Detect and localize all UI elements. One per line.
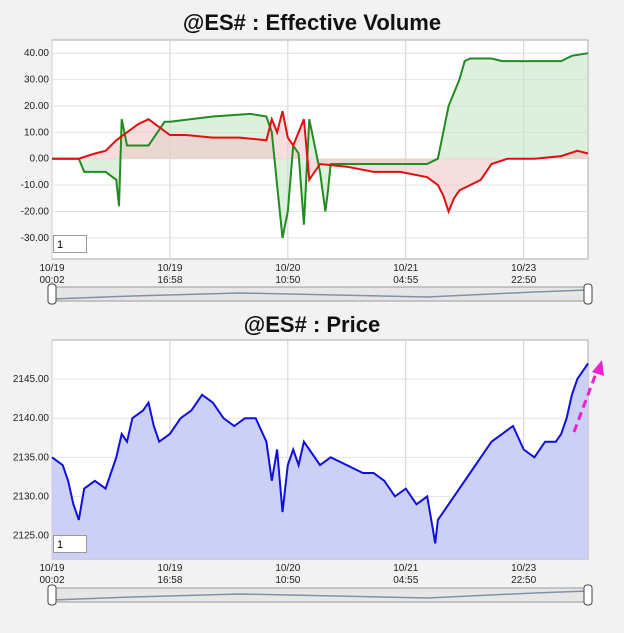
price-period-input[interactable]: 1 <box>53 535 87 553</box>
y-tick-label: 2140.00 <box>13 413 50 424</box>
y-tick-label: -10.00 <box>21 180 50 191</box>
x-tick-date: 10/20 <box>275 263 300 274</box>
slider-right-handle[interactable] <box>583 584 593 606</box>
y-tick-label: 2145.00 <box>13 374 50 385</box>
x-tick-date: 10/19 <box>157 263 182 274</box>
y-tick-label: 2130.00 <box>13 491 50 502</box>
x-tick-time: 04:55 <box>393 275 418 286</box>
chart-title-volume: @ES# : Effective Volume <box>182 10 442 35</box>
slider-preview-line <box>51 289 589 300</box>
x-tick-time: 04:55 <box>393 575 418 586</box>
x-tick-date: 10/20 <box>275 563 300 574</box>
x-tick-date: 10/19 <box>39 563 64 574</box>
y-tick-label: 30.00 <box>24 75 49 86</box>
y-tick-label: 0.00 <box>30 154 50 165</box>
chart-title-price: @ES# : Price <box>243 312 381 337</box>
slider-left-handle[interactable] <box>47 584 57 606</box>
y-tick-label: 10.00 <box>24 127 49 138</box>
series-line <box>51 362 589 544</box>
y-tick-label: 20.00 <box>24 101 49 112</box>
y-tick-label: -30.00 <box>21 233 50 244</box>
y-tick-label: 2135.00 <box>13 452 50 463</box>
x-tick-time: 16:58 <box>157 275 182 286</box>
slider-preview-line <box>51 590 589 601</box>
trend-arrow-head <box>592 360 604 376</box>
series-line <box>52 52 589 239</box>
y-tick-label: -20.00 <box>21 207 50 218</box>
x-tick-time: 10:50 <box>275 275 300 286</box>
series-area <box>52 111 588 212</box>
x-tick-time: 16:58 <box>157 575 182 586</box>
series-line <box>52 110 589 215</box>
slider-left-handle[interactable] <box>47 283 57 305</box>
series-area <box>52 363 588 559</box>
x-tick-time: 22:50 <box>511 575 536 586</box>
x-tick-time: 00:02 <box>39 575 64 586</box>
x-tick-date: 10/21 <box>393 563 418 574</box>
x-tick-date: 10/19 <box>39 263 64 274</box>
y-tick-label: 40.00 <box>24 48 49 59</box>
y-tick-label: 2125.00 <box>13 531 50 542</box>
volume-period-input[interactable]: 1 <box>53 235 87 253</box>
trend-arrow <box>572 367 600 433</box>
series-area <box>52 53 588 238</box>
slider-right-handle[interactable] <box>583 283 593 305</box>
x-tick-date: 10/23 <box>511 563 536 574</box>
x-tick-date: 10/21 <box>393 263 418 274</box>
x-tick-time: 22:50 <box>511 275 536 286</box>
x-tick-date: 10/23 <box>511 263 536 274</box>
x-tick-date: 10/19 <box>157 563 182 574</box>
x-tick-time: 10:50 <box>275 575 300 586</box>
x-tick-time: 00:02 <box>39 275 64 286</box>
